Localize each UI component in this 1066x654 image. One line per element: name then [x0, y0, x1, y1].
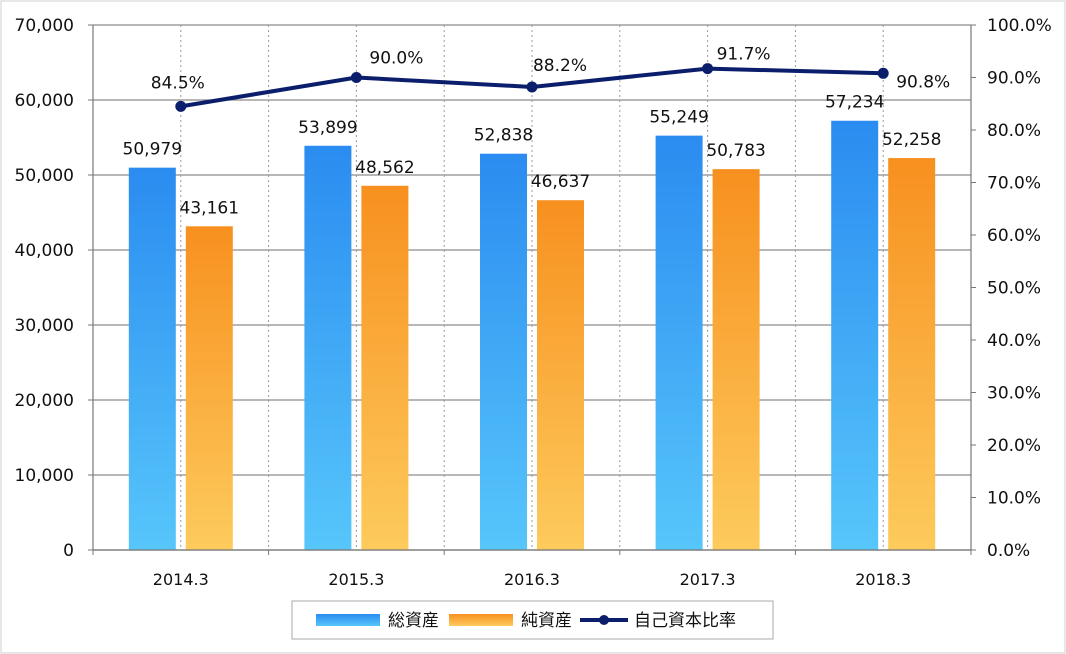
bar-0-0: [128, 167, 176, 550]
ratio-data-label-1: 90.0%: [369, 49, 423, 69]
legend-swatch-net-assets: [449, 614, 513, 626]
y-right-tick-label: 70.0%: [987, 174, 1041, 194]
ratio-data-label-0: 84.5%: [151, 73, 205, 93]
bar-1-2: [537, 200, 584, 550]
bar-layer: [128, 120, 936, 551]
bar-data-label-1-0: 43,161: [180, 198, 239, 218]
y-left-tick-label: 30,000: [15, 316, 74, 336]
axis-layer: 0 10,000 20,000 30,000 40,000 50,000 60,000 70,…: [15, 16, 1052, 589]
label-layer: 50,979 53,899 52,838 55,249 57,234 43,161 48,5…: [123, 45, 951, 219]
y-right-tick-label: 100.0%: [987, 16, 1052, 36]
bar-0-4: [831, 120, 879, 551]
bar-0-2: [480, 153, 527, 550]
bar-data-label-1-2: 46,637: [531, 172, 590, 192]
ratio-point-4: [877, 67, 889, 79]
x-tick-label: 2014.3: [153, 570, 209, 589]
y-right-tick-label: 80.0%: [987, 121, 1041, 141]
legend-label-equity-ratio: 自己資本比率: [634, 611, 736, 631]
y-right-tick-label: 50.0%: [987, 279, 1041, 299]
bar-1-4: [888, 158, 936, 550]
y-right-tick-label: 0.0%: [987, 541, 1030, 561]
bar-1-3: [712, 169, 760, 550]
y-right-tick-label: 90.0%: [987, 69, 1041, 89]
y-left-tick-label: 10,000: [15, 466, 74, 486]
y-right-tick-label: 20.0%: [987, 436, 1041, 456]
y-left-tick-label: 40,000: [15, 241, 74, 261]
bar-0-3: [655, 135, 703, 550]
bar-data-label-0-3: 55,249: [649, 108, 708, 128]
y-right-tick-label: 60.0%: [987, 226, 1041, 246]
bar-data-label-1-3: 50,783: [706, 141, 765, 161]
x-tick-label: 2016.3: [504, 570, 560, 589]
y-left-tick-label: 70,000: [15, 16, 74, 36]
ratio-point-3: [702, 63, 714, 75]
bar-data-label-0-0: 50,979: [123, 140, 182, 160]
bar-data-label-0-1: 53,899: [298, 118, 357, 138]
legend-marker-equity-ratio: [599, 615, 609, 625]
y-left-tick-label: 20,000: [15, 391, 74, 411]
grid-layer: [93, 24, 971, 551]
bar-1-1: [361, 185, 409, 550]
x-tick-label: 2018.3: [855, 570, 911, 589]
legend: 総資産 純資産 自己資本比率: [291, 600, 774, 640]
ratio-point-2: [526, 81, 538, 93]
ratio-point-0: [175, 100, 187, 112]
y-right-tick-label: 30.0%: [987, 384, 1041, 404]
ratio-data-label-4: 90.8%: [896, 72, 950, 92]
legend-label-total-assets: 総資産: [388, 611, 439, 631]
legend-swatch-total-assets: [316, 614, 380, 626]
y-right-tick-label: 10.0%: [987, 489, 1041, 509]
bar-data-label-1-4: 52,258: [882, 130, 941, 150]
x-tick-label: 2017.3: [680, 570, 736, 589]
y-left-tick-label: 50,000: [15, 166, 74, 186]
ratio-point-1: [350, 72, 362, 83]
ratio-data-label-2: 88.2%: [533, 56, 587, 76]
plot-area: [93, 25, 971, 550]
x-tick-label: 2015.3: [328, 570, 384, 589]
bar-data-label-1-1: 48,562: [355, 158, 414, 178]
ratio-data-label-3: 91.7%: [717, 45, 771, 65]
bar-data-label-0-4: 57,234: [825, 93, 884, 113]
bar-1-0: [185, 226, 233, 551]
y-left-tick-label: 0: [63, 541, 74, 561]
y-right-tick-label: 40.0%: [987, 331, 1041, 351]
y-left-tick-label: 60,000: [15, 91, 74, 111]
bar-0-1: [304, 145, 352, 550]
bar-data-label-0-2: 52,838: [474, 126, 533, 146]
legend-label-net-assets: 純資産: [521, 611, 572, 631]
line-layer: [175, 63, 889, 112]
